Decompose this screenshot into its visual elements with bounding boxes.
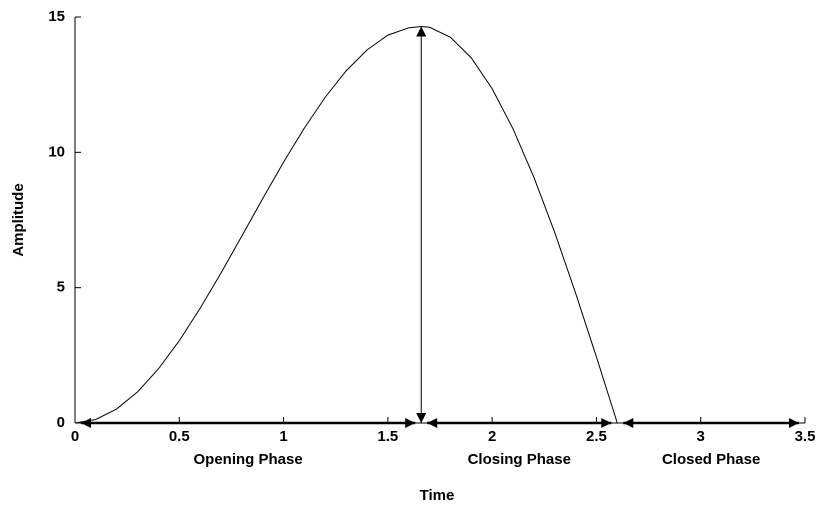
x-axis-label: Time [420,487,455,504]
phase-label: Opening Phase [194,451,303,468]
x-tick-label: 3 [697,428,705,445]
x-tick-label: 2 [488,428,496,445]
x-tick-label: 0.5 [169,428,190,445]
y-tick-label: 10 [48,143,65,160]
x-tick-label: 3.5 [795,428,816,445]
line-series [74,25,618,424]
x-tick-label: 1.5 [377,428,398,445]
y-tick-label: 0 [57,414,65,431]
x-tick-label: 0 [71,428,79,445]
y-tick-label: 5 [57,279,65,296]
y-tick-label: 15 [48,8,65,25]
phase-label: Closed Phase [662,451,760,468]
x-tick-label: 1 [279,428,287,445]
x-tick-label: 2.5 [586,428,607,445]
y-axis-label: Amplitude [10,183,27,256]
phase-label: Closing Phase [468,451,571,468]
